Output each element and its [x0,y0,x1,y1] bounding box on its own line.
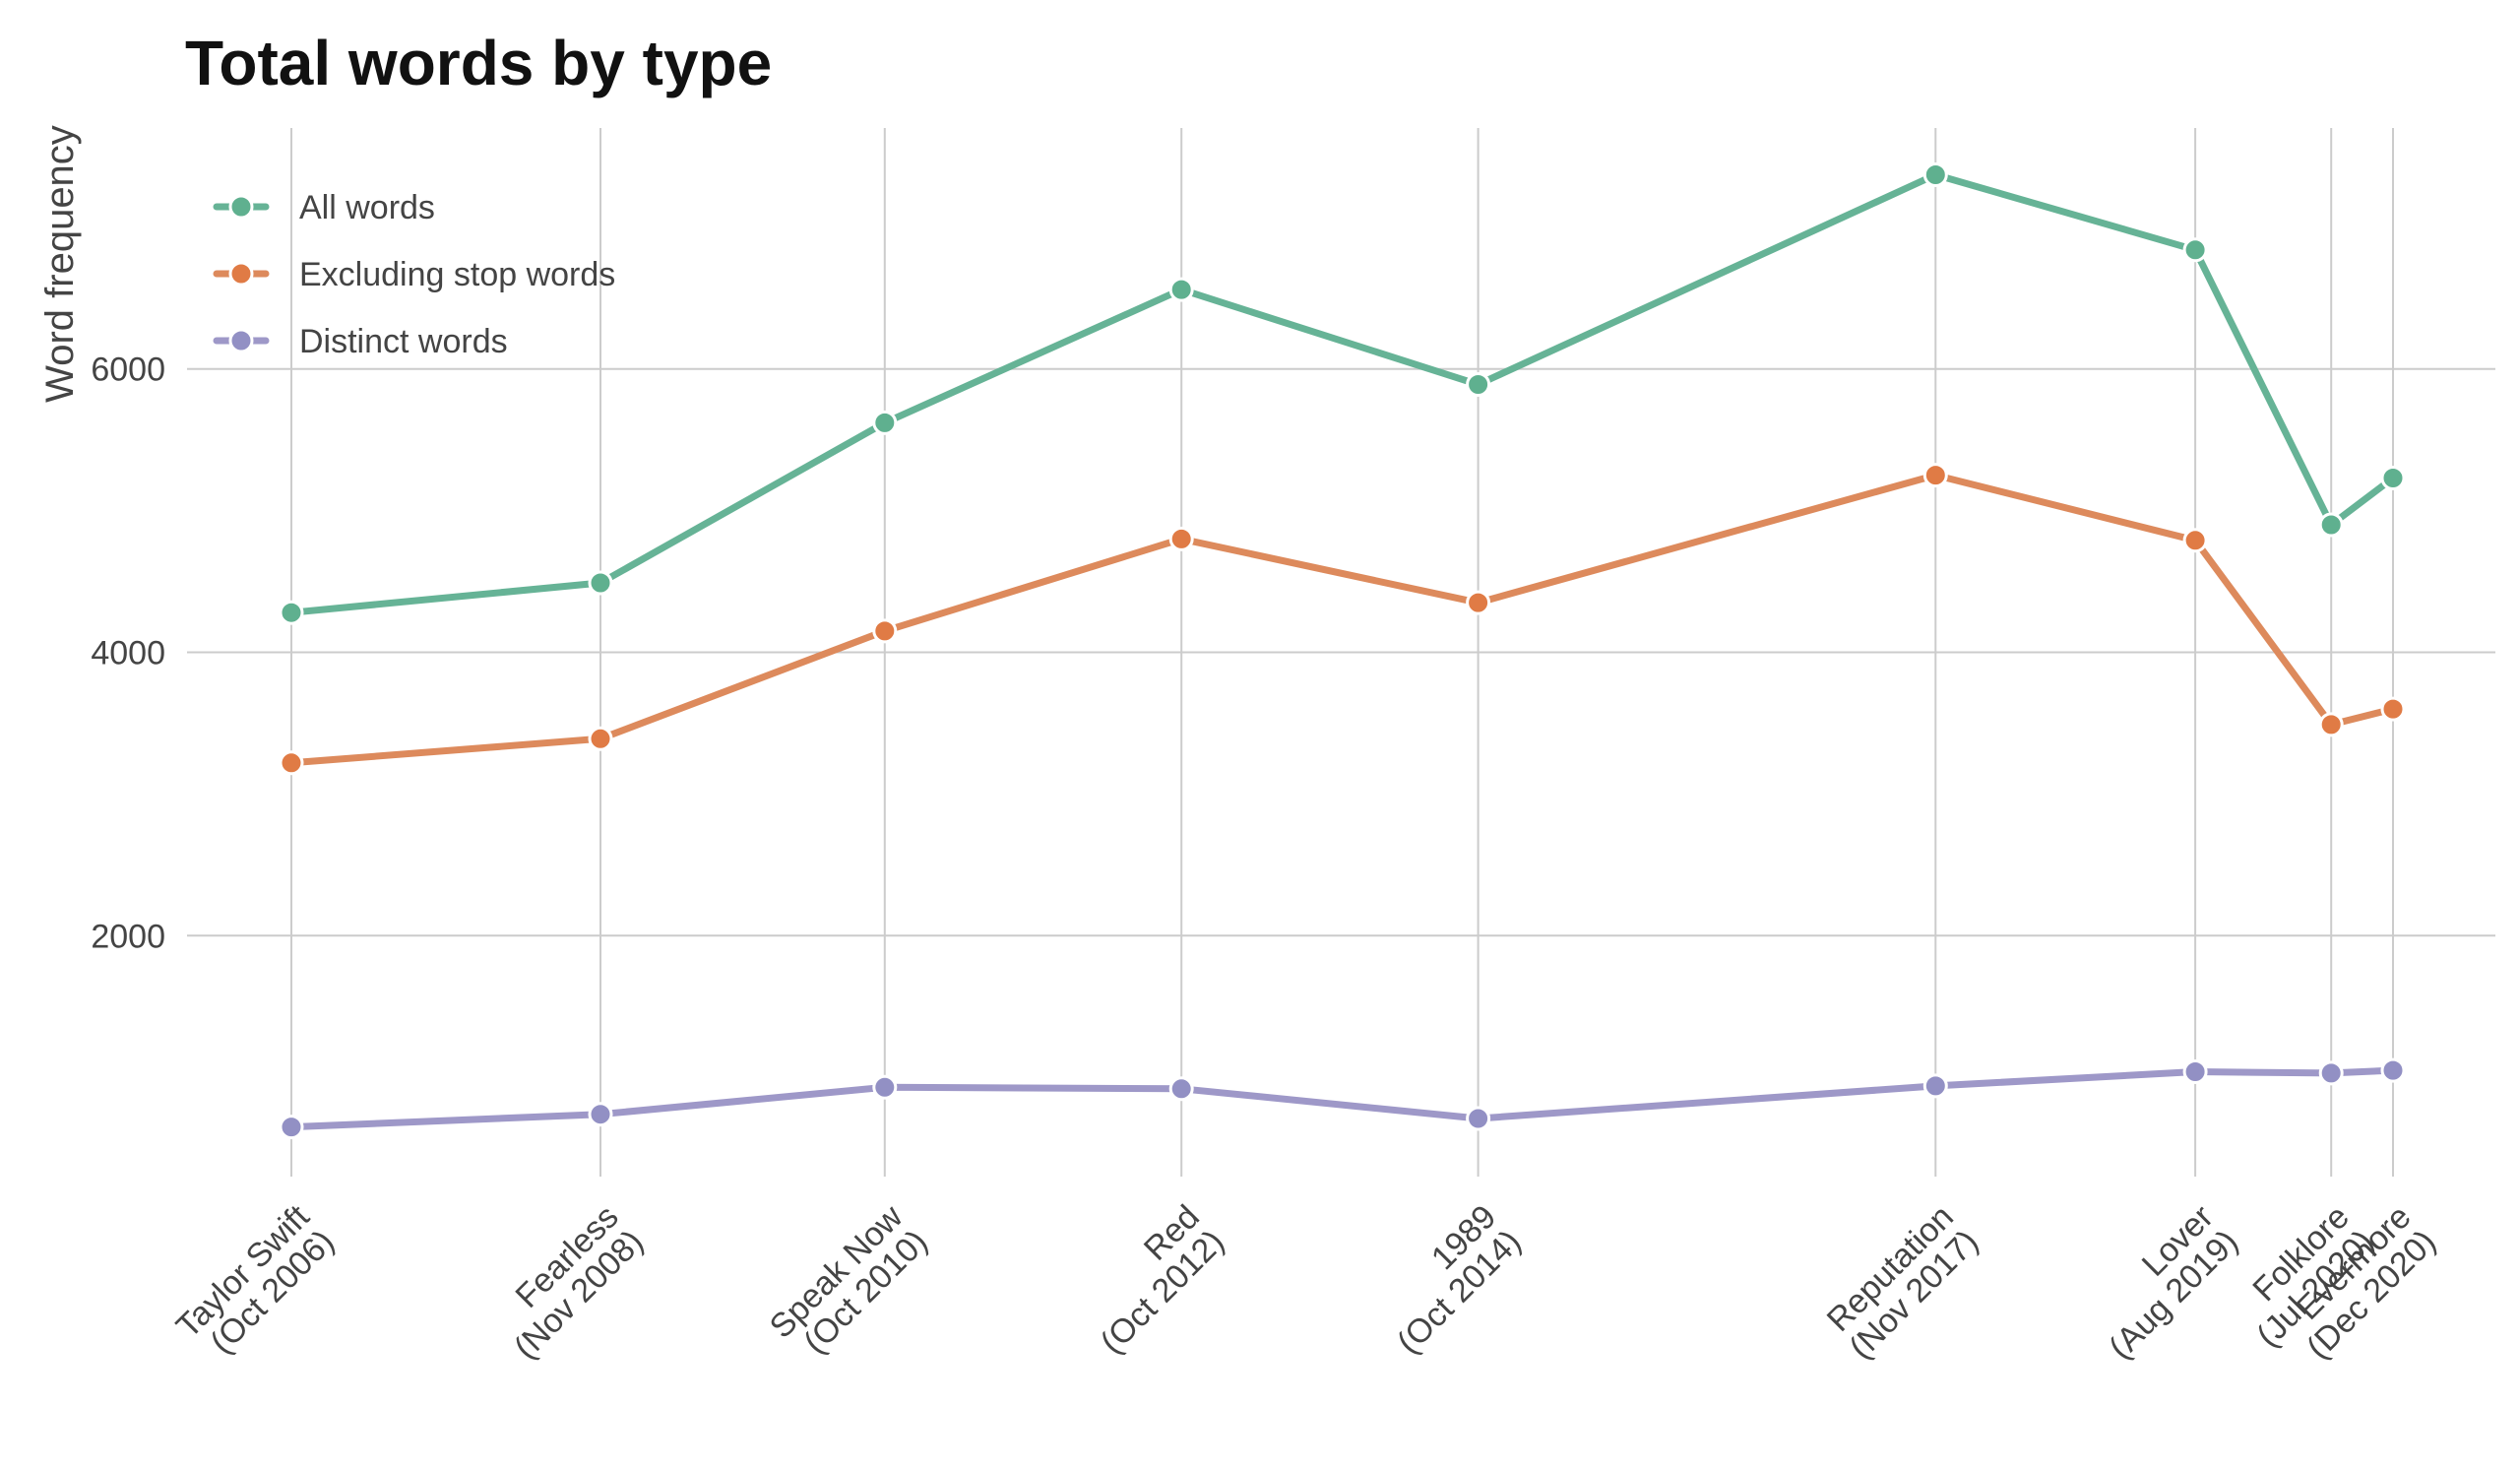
data-point [2318,712,2344,737]
legend-swatch-marker [228,328,254,353]
data-point [279,600,304,625]
legend-label: All words [299,189,435,226]
series-0 [279,162,2406,625]
data-point [1922,162,1948,187]
data-point [588,1102,613,1127]
x-axis-ticks: Taylor Swift(Oct 2006) Fearless(Nov 2008)… [169,1197,2443,1370]
data-point [588,726,613,751]
chart-title: Total words by type [185,28,772,98]
legend-label: Distinct words [299,323,508,360]
series-line [287,171,2397,616]
data-point [2182,237,2208,263]
data-point [279,750,304,776]
series-1 [279,463,2406,776]
data-point [2318,512,2344,538]
data-point [2318,1060,2344,1086]
x-tick-label: 1989(Oct 2014) [1365,1198,1529,1362]
data-point [2380,466,2406,490]
legend-item: Excluding stop words [213,256,615,293]
legend-item: Distinct words [213,323,508,360]
x-tick-label: Lover(Aug 2019) [2077,1198,2245,1367]
data-point [2182,1059,2208,1084]
y-tick-label: 2000 [91,918,165,955]
x-tick-label: Speak Now(Oct 2010) [763,1197,935,1370]
data-point [1168,277,1194,302]
legend: All words Excluding stop words Distinct wo… [213,189,615,360]
series-2 [279,1057,2406,1140]
data-point [872,1074,898,1100]
data-point [279,1115,304,1140]
data-point [872,618,898,644]
y-tick-label: 4000 [91,635,165,672]
data-point [872,410,898,435]
legend-swatch-marker [228,194,254,220]
data-point [2182,528,2208,553]
data-point [1922,463,1948,488]
data-point [1922,1073,1948,1099]
data-point [1466,372,1491,397]
x-tick-label: Reputation(Nov 2017) [1817,1198,1985,1367]
legend-item: All words [213,189,435,226]
data-point [1466,590,1491,615]
data-point [1168,1076,1194,1102]
data-point [588,570,613,596]
x-tick-label: Taylor Swift(Oct 2006) [169,1197,342,1370]
y-axis-ticks: 2000 4000 6000 [91,352,165,956]
y-tick-label: 6000 [91,352,165,389]
legend-label: Excluding stop words [299,256,615,293]
x-tick-label: Fearless(Nov 2008) [482,1198,651,1367]
data-point [1466,1106,1491,1131]
series-line [287,472,2397,767]
data-point [2380,696,2406,722]
series-group [279,162,2406,1140]
grid [187,128,2495,1177]
data-point [2380,1057,2406,1083]
legend-swatch-marker [228,261,254,287]
y-axis-label: Word frequency [38,125,82,403]
x-tick-label: Red(Oct 2012) [1068,1198,1231,1362]
data-point [1168,526,1194,551]
